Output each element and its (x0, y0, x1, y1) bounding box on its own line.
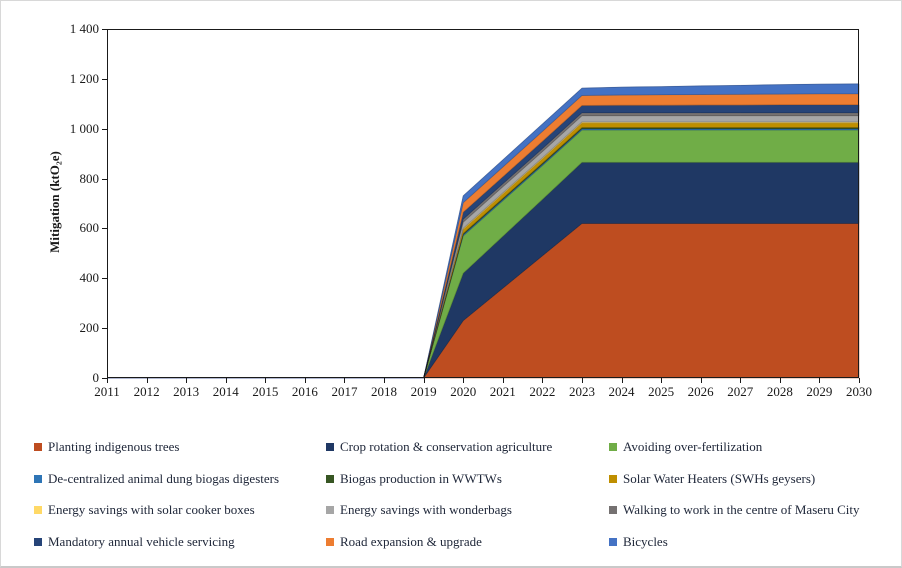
x-tick-label: 2011 (94, 384, 120, 399)
x-tick-label: 2019 (410, 384, 437, 399)
x-tick-label: 2017 (331, 384, 358, 399)
x-tick-label: 2028 (766, 384, 793, 399)
x-tick-label: 2023 (568, 384, 595, 399)
legend-item: Road expansion & upgrade (326, 534, 609, 550)
x-tick-label: 2026 (687, 384, 714, 399)
x-tick-label: 2022 (529, 384, 556, 399)
legend-label: Biogas production in WWTWs (340, 470, 502, 486)
legend-item: De-centralized animal dung biogas digest… (34, 471, 326, 487)
legend-swatch (609, 443, 617, 451)
legend-label: Crop rotation & conservation agriculture (340, 439, 553, 454)
plot-border (107, 29, 859, 378)
legend-label: Walking to work in the centre of Maseru … (623, 502, 860, 518)
x-tick-label: 2013 (173, 384, 200, 399)
band-boundary (423, 93, 859, 379)
x-tick-label: 2027 (727, 384, 754, 399)
legend-item: Crop rotation & conservation agriculture (326, 439, 609, 455)
band-boundary (423, 115, 859, 379)
x-tick-label: 2014 (212, 384, 239, 399)
plot-area (102, 29, 860, 383)
legend-swatch (34, 474, 42, 483)
legend-item: Energy savings with solar cooker boxes (34, 502, 326, 518)
legend-label: Planting indigenous trees (48, 439, 180, 454)
legend-label: Energy savings with solar cooker boxes (48, 502, 255, 518)
legend-item: Biogas production in WWTWs (326, 471, 609, 487)
band-boundary (423, 121, 859, 379)
x-tick-label: 2020 (450, 384, 477, 399)
legend-item: Energy savings with wonderbags (326, 502, 609, 518)
x-tick-label: 2012 (133, 384, 160, 399)
x-tick-label: 2015 (252, 384, 279, 399)
legend-swatch (609, 537, 617, 546)
band-boundary (423, 126, 859, 379)
band-boundary (423, 161, 859, 379)
legend-item: Avoiding over-fertilization (609, 439, 894, 455)
legend-swatch (326, 443, 334, 451)
band-boundary (423, 83, 860, 379)
y-tick-label: 200 (79, 320, 100, 336)
legend-label: Mandatory annual vehicle servicing (48, 533, 235, 549)
x-tick-label: 2030 (846, 384, 872, 399)
band-boundary (423, 104, 859, 379)
legend-label: Road expansion & upgrade (340, 533, 482, 549)
legend-swatch (609, 506, 617, 515)
legend-label: De-centralized animal dung biogas digest… (48, 470, 280, 486)
legend-label: Bicycles (623, 533, 668, 549)
legend-item: Solar Water Heaters (SWHs geysers) (609, 471, 894, 487)
legend-label: Solar Water Heaters (SWHs geysers) (623, 470, 816, 486)
legend-swatch (609, 474, 617, 483)
x-tick-label: 2029 (806, 384, 833, 399)
legend-swatch (34, 443, 42, 451)
x-tick-label: 2018 (371, 384, 398, 399)
legend-swatch (34, 537, 42, 546)
x-tick-label: 2021 (489, 384, 516, 399)
legend-swatch (326, 537, 334, 546)
band-boundary (423, 128, 859, 379)
y-tick-label: 600 (79, 220, 100, 236)
legend-swatch (326, 474, 334, 483)
band-boundary (423, 129, 859, 379)
legend-item: Planting indigenous trees (34, 439, 326, 455)
y-tick-label: 1 400 (69, 21, 99, 36)
x-tick-label: 2016 (291, 384, 318, 399)
legend-swatch (326, 506, 334, 515)
chart-legend: Planting indigenous trees Crop rotation &… (34, 439, 894, 565)
x-tick-label: 2024 (608, 384, 635, 399)
y-tick-label: 0 (92, 370, 100, 385)
band-boundary (423, 222, 859, 379)
y-tick-label: 1 200 (69, 70, 99, 86)
band-boundary (423, 122, 859, 379)
legend-label: Avoiding over-fertilization (623, 439, 763, 454)
legend-item: Mandatory annual vehicle servicing (34, 534, 326, 550)
band-boundary (423, 112, 859, 379)
x-tick-label: 2025 (648, 384, 675, 399)
legend-item: Bicycles (609, 534, 894, 550)
y-tick-label: 400 (79, 270, 100, 286)
y-tick-label: 1 000 (69, 120, 99, 136)
legend-label: Energy savings with wonderbags (340, 502, 512, 518)
legend-item: Walking to work in the centre of Maseru … (609, 502, 894, 518)
y-tick-label: 800 (79, 170, 100, 186)
legend-swatch (34, 506, 42, 515)
